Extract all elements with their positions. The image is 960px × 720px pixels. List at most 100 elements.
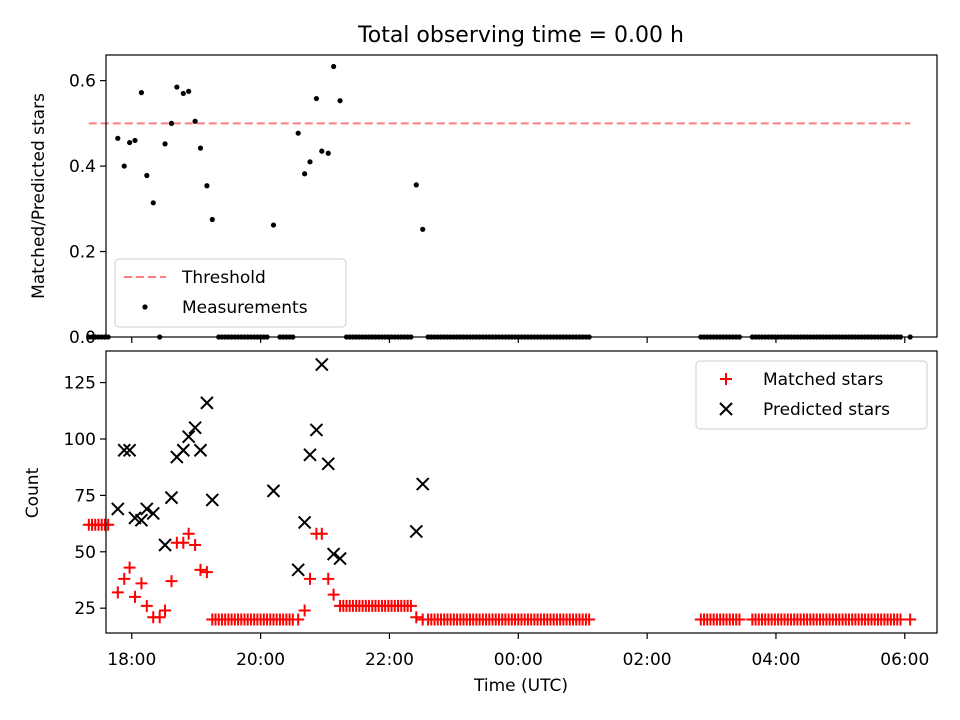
measurement-point (337, 98, 343, 104)
predicted-point (117, 443, 131, 457)
top-ytick-label: 0.2 (69, 243, 96, 263)
predicted-point (111, 502, 125, 516)
matched-point (111, 586, 124, 599)
predicted-point (205, 493, 219, 507)
predicted-point (309, 423, 324, 437)
predicted-point (181, 430, 196, 444)
xtick-label: 20:00 (236, 650, 285, 670)
predicted-point (315, 357, 329, 372)
bottom-ytick-label: 50 (74, 543, 96, 563)
xtick-label: 22:00 (365, 650, 414, 670)
measurement-point (331, 63, 337, 70)
matched-point (298, 604, 311, 617)
measurement-point (307, 159, 313, 165)
measurement-point (115, 135, 121, 141)
xtick-label: 06:00 (880, 650, 929, 670)
top-legend: Threshold Measurements (114, 258, 347, 328)
matched-point (128, 590, 141, 603)
measurement-point (168, 120, 175, 126)
measurement-point (420, 226, 426, 232)
measurement-point (138, 90, 145, 96)
bottom-legend: Matched stars Predicted stars (695, 360, 928, 430)
predicted-point (326, 547, 341, 561)
xtick-label: 18:00 (107, 650, 156, 670)
legend-threshold-label: Threshold (181, 268, 266, 288)
matched-point (904, 613, 917, 626)
matched-point (404, 599, 417, 612)
predicted-point (200, 396, 214, 410)
top-ytick-label: 0.6 (69, 72, 96, 92)
top-ytick-label: 0.0 (69, 328, 96, 348)
bottom-plot-frame (105, 350, 938, 634)
predicted-point (140, 502, 154, 516)
matched-point (410, 611, 423, 624)
predicted-point (122, 443, 137, 457)
measurement-point (319, 148, 325, 154)
matched-point (733, 613, 746, 626)
predicted-point (333, 551, 347, 566)
matched-point (182, 527, 195, 540)
measurement-point (162, 141, 168, 147)
matched-point (140, 599, 153, 612)
predicted-point (164, 490, 179, 505)
top-y-axis-label: Matched/Predicted stars (29, 93, 49, 299)
series-matched-stars (82, 518, 917, 626)
measurement-point (204, 183, 210, 189)
chart-title: Total observing time = 0.00 h (357, 23, 684, 48)
top-panel: 0.0 0.2 0.4 0.6 Matched/Predicted stars Thr… (29, 54, 938, 348)
matched-point (292, 613, 305, 626)
measurement-point (413, 182, 419, 188)
measurement-point (302, 171, 308, 177)
matched-point (118, 572, 131, 585)
bottom-ytick-label: 75 (74, 486, 96, 506)
measurement-point (174, 84, 180, 90)
measurement-point (144, 172, 150, 179)
bottom-ytick-label: 125 (64, 374, 96, 394)
matched-point (177, 536, 190, 549)
xtick-label: 00:00 (494, 650, 543, 670)
matched-point (102, 518, 115, 531)
predicted-point (291, 563, 305, 577)
bottom-panel: 25 50 75 100 125 18:00 20:00 22:00 00:00 02:00 04:… (23, 350, 938, 696)
x-axis-label: Time (UTC) (473, 676, 568, 696)
top-plot-frame (105, 54, 938, 338)
matched-point (200, 566, 213, 579)
predicted-point (409, 524, 423, 539)
bottom-ytick-label: 25 (74, 599, 96, 619)
measurement-point (197, 145, 204, 151)
matched-point (583, 613, 596, 626)
matched-point (315, 527, 328, 540)
matched-point (153, 611, 166, 624)
predicted-point (193, 443, 208, 457)
measurement-point (325, 150, 331, 156)
predicted-point (158, 538, 172, 552)
predicted-point (146, 506, 160, 521)
measurement-point (180, 90, 186, 97)
xtick-label: 02:00 (623, 650, 672, 670)
predicted-point (303, 448, 317, 462)
measurement-point (150, 200, 156, 206)
top-ytick-label: 0.4 (69, 157, 96, 177)
matched-point (123, 561, 136, 574)
bottom-plot-marks (82, 357, 917, 626)
predicted-point (297, 515, 312, 530)
bottom-y-axis-label: Count (23, 467, 43, 518)
legend-matched-swatch (720, 373, 732, 385)
series-predicted-stars (111, 357, 430, 577)
matched-point (165, 575, 178, 588)
measurement-point (270, 222, 277, 228)
legend-measurements-swatch (142, 304, 148, 310)
top-legend-box (114, 258, 347, 328)
measurement-point (192, 118, 198, 124)
measurement-point (313, 95, 320, 102)
matched-point (327, 588, 340, 601)
bottom-ytick-label: 100 (64, 430, 96, 450)
measurement-point (186, 88, 192, 94)
predicted-point (321, 457, 335, 471)
matched-point (194, 563, 207, 576)
legend-measurements-label: Measurements (182, 298, 308, 318)
predicted-point (266, 484, 281, 498)
xtick-label: 04:00 (751, 650, 800, 670)
predicted-point (176, 443, 191, 457)
